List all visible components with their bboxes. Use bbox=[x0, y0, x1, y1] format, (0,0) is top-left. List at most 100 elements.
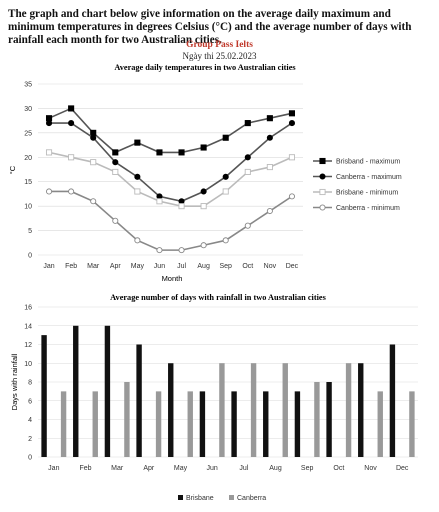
data-point bbox=[134, 139, 141, 146]
legend-entry: Canberra bbox=[229, 495, 266, 502]
y-tick-label: 0 bbox=[28, 253, 32, 260]
data-point bbox=[244, 154, 251, 161]
series-line bbox=[49, 122, 293, 203]
series-brisband-maximum bbox=[45, 105, 296, 156]
series-line bbox=[48, 107, 293, 154]
data-point bbox=[222, 173, 229, 180]
data-point bbox=[200, 242, 207, 249]
bar bbox=[282, 363, 288, 457]
data-point bbox=[288, 120, 296, 127]
bar bbox=[409, 391, 415, 457]
y-tick-label: 0 bbox=[28, 455, 32, 462]
bar bbox=[377, 391, 383, 457]
x-tick-label: Sep bbox=[219, 263, 232, 270]
data-point bbox=[319, 188, 326, 196]
data-point bbox=[90, 159, 97, 166]
data-point bbox=[288, 193, 296, 200]
x-tick-label: Oct bbox=[242, 263, 253, 270]
data-point bbox=[222, 188, 229, 195]
bar bbox=[124, 382, 130, 457]
watermark-group: Group Pass Ielts bbox=[186, 40, 253, 50]
data-point bbox=[266, 115, 273, 122]
data-point bbox=[45, 188, 53, 195]
x-tick-label: Jul bbox=[177, 263, 186, 270]
data-point bbox=[222, 237, 229, 244]
bar bbox=[60, 391, 67, 457]
task-prompt: The graph and chart below give informati… bbox=[8, 8, 412, 47]
data-point bbox=[244, 120, 251, 127]
bar bbox=[73, 325, 79, 457]
watermark-date: Ngày thi 25.02.2023 bbox=[182, 51, 257, 61]
legend-entry: Canberra - minimum bbox=[313, 204, 400, 212]
x-tick-label: Nov bbox=[364, 465, 377, 472]
data-point bbox=[319, 173, 326, 180]
data-point bbox=[319, 204, 326, 211]
bar bbox=[199, 391, 206, 457]
x-tick-label: Dec bbox=[286, 263, 299, 270]
data-point bbox=[288, 154, 296, 161]
x-tick-label: May bbox=[174, 465, 188, 472]
temperature-line-chart: Average daily temperatures in two Austra… bbox=[8, 63, 402, 283]
legend-entry: Canberra - maximum bbox=[313, 173, 402, 181]
line-chart-ylabel: °C bbox=[8, 165, 17, 174]
line-chart-xlabel: Month bbox=[162, 274, 183, 283]
data-point bbox=[68, 154, 75, 161]
y-tick-label: 15 bbox=[24, 179, 32, 186]
data-point bbox=[266, 207, 273, 215]
legend-entry: Brisband - maximum bbox=[313, 157, 400, 166]
y-tick-label: 4 bbox=[28, 417, 32, 424]
bar bbox=[168, 363, 174, 457]
series-line bbox=[49, 190, 293, 251]
x-tick-label: Dec bbox=[396, 465, 409, 472]
legend-label: Brisband - maximum bbox=[336, 159, 400, 166]
data-point bbox=[112, 168, 119, 175]
bar bbox=[155, 391, 162, 457]
data-point bbox=[266, 134, 273, 141]
x-tick-label: May bbox=[131, 263, 145, 270]
bar bbox=[104, 325, 111, 457]
y-tick-label: 10 bbox=[24, 204, 32, 211]
x-tick-label: Oct bbox=[333, 465, 344, 472]
bar bbox=[345, 363, 352, 457]
legend-swatch bbox=[229, 495, 234, 500]
data-point bbox=[45, 149, 53, 156]
data-point bbox=[112, 149, 119, 156]
series-line bbox=[48, 151, 293, 207]
x-tick-label: Mar bbox=[87, 263, 100, 270]
data-point bbox=[288, 110, 296, 117]
data-point bbox=[112, 159, 119, 166]
x-tick-label: Apr bbox=[110, 263, 122, 270]
x-tick-label: Jul bbox=[239, 465, 248, 472]
data-point bbox=[112, 217, 119, 224]
bar bbox=[326, 382, 332, 457]
data-point bbox=[178, 149, 185, 156]
data-point bbox=[156, 247, 163, 254]
y-tick-label: 14 bbox=[24, 323, 32, 330]
y-tick-label: 30 bbox=[24, 106, 32, 113]
data-point bbox=[90, 134, 97, 141]
data-point bbox=[68, 105, 75, 112]
legend-label: Canberra bbox=[237, 495, 266, 502]
x-tick-label: Jan bbox=[43, 263, 54, 270]
data-point bbox=[319, 157, 326, 165]
legend-label: Brisbane bbox=[186, 495, 214, 502]
data-point bbox=[134, 237, 141, 244]
legend-label: Canberra - minimum bbox=[336, 205, 400, 212]
x-tick-label: Feb bbox=[79, 465, 91, 472]
series-canberra-maximum bbox=[45, 120, 296, 205]
legend-label: Brisbane - minimum bbox=[336, 190, 398, 197]
bar bbox=[294, 391, 301, 457]
legend-entry: Brisbane - minimum bbox=[313, 188, 398, 197]
legend-swatch bbox=[178, 495, 183, 500]
bar bbox=[187, 391, 193, 457]
data-point bbox=[178, 203, 185, 210]
bar bbox=[358, 363, 364, 457]
data-point bbox=[156, 149, 163, 156]
bar bbox=[41, 335, 47, 457]
data-point bbox=[178, 247, 185, 254]
data-point bbox=[244, 222, 251, 229]
y-tick-label: 25 bbox=[24, 130, 32, 137]
bar bbox=[231, 391, 237, 457]
bar bbox=[314, 382, 320, 457]
